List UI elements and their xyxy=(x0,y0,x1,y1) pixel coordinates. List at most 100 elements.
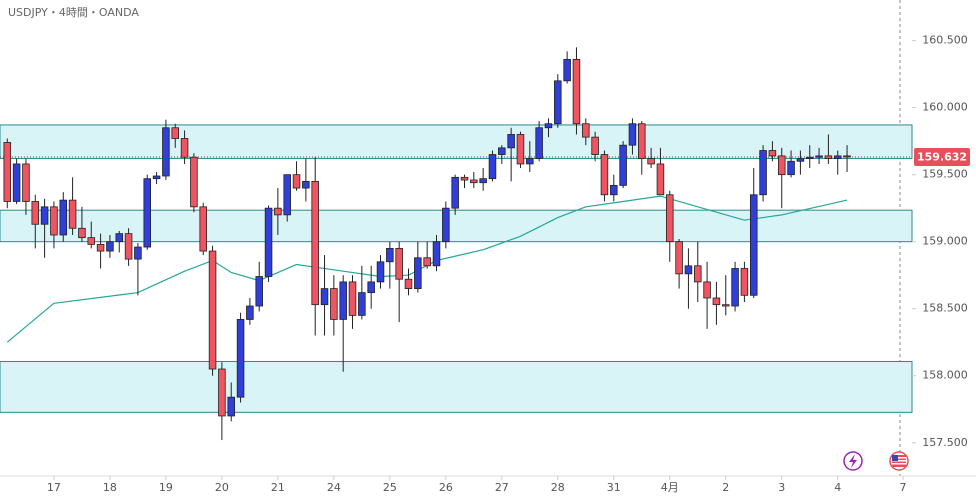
candle-body xyxy=(236,319,245,398)
x-tick-label: 26 xyxy=(439,481,453,494)
candle-body xyxy=(358,292,366,316)
candle-body xyxy=(843,155,851,158)
candle-body xyxy=(563,58,571,82)
candle-body xyxy=(199,206,207,252)
x-tick-label: 24 xyxy=(327,481,341,494)
candle-body xyxy=(208,250,217,370)
candle-body xyxy=(582,123,590,138)
candle-body xyxy=(96,243,105,252)
candle-body xyxy=(330,288,338,320)
candle-body xyxy=(470,179,478,184)
x-tick-label: 27 xyxy=(495,481,509,494)
x-tick-label: 21 xyxy=(271,481,285,494)
candle-body xyxy=(264,207,273,277)
candle-body xyxy=(404,278,413,290)
candle-body xyxy=(320,288,329,306)
candle-body xyxy=(591,136,599,155)
y-tick-label: 158.000 xyxy=(922,369,968,382)
candle-body xyxy=(777,155,786,176)
candle-body xyxy=(311,180,319,306)
y-tick-label: 157.500 xyxy=(922,436,968,449)
candle-body xyxy=(302,180,310,189)
candle-body xyxy=(535,127,543,159)
candle-body xyxy=(516,134,525,165)
candle-body xyxy=(162,127,170,177)
candle-body xyxy=(731,268,739,307)
candle-body xyxy=(246,305,254,320)
candle-body xyxy=(3,142,12,202)
candle-body xyxy=(432,241,441,267)
candle-body xyxy=(824,155,833,159)
x-tick-label: 19 xyxy=(159,481,173,494)
candle-body xyxy=(395,247,403,280)
candle-body xyxy=(805,156,814,159)
x-tick-label: 4 xyxy=(834,481,841,494)
candle-body xyxy=(460,176,469,181)
x-tick-label: 17 xyxy=(47,481,61,494)
candle-body xyxy=(68,199,77,229)
x-tick-label: 25 xyxy=(383,481,397,494)
candle-body xyxy=(787,160,795,176)
x-tick-label: 20 xyxy=(215,481,229,494)
candle-body xyxy=(442,207,450,243)
candle-body xyxy=(152,175,161,180)
candle-body xyxy=(656,163,665,196)
candle-body xyxy=(479,178,487,184)
price-tag xyxy=(914,147,970,166)
candle-body xyxy=(59,199,68,236)
candle-body xyxy=(227,396,235,417)
moving-average xyxy=(6,195,848,343)
candle-body xyxy=(78,227,86,239)
candle-body xyxy=(106,241,114,252)
candle-body xyxy=(124,233,133,260)
zone xyxy=(0,209,913,243)
us-flag-icon[interactable] xyxy=(889,451,909,471)
candle-body xyxy=(712,297,721,306)
candle-body xyxy=(134,246,142,260)
x-tick-label: 18 xyxy=(103,481,117,494)
candle-body xyxy=(190,156,198,208)
x-tick-label: 4月 xyxy=(661,481,679,494)
candle-body xyxy=(22,163,30,202)
y-tick-label: 159.500 xyxy=(922,168,968,181)
lightning-icon[interactable] xyxy=(843,451,863,471)
candle-body xyxy=(749,194,758,296)
candle-body xyxy=(40,206,49,225)
candle-body xyxy=(619,144,627,186)
candle-body xyxy=(414,257,422,290)
candle-body xyxy=(274,207,282,216)
candle-body xyxy=(339,281,347,320)
candle-body xyxy=(684,265,693,275)
candle-body xyxy=(666,194,674,243)
candle-body xyxy=(600,154,609,196)
candle-body xyxy=(675,241,683,275)
candle-body xyxy=(628,123,637,146)
candle-body xyxy=(498,147,506,155)
candle-body xyxy=(283,174,291,216)
candle-body xyxy=(143,178,152,248)
candle-body xyxy=(759,150,767,196)
price-tag-label: 159.632 xyxy=(917,150,967,163)
candle-body xyxy=(572,58,581,125)
x-tick-label: 7 xyxy=(900,481,907,494)
x-tick-label: 2 xyxy=(722,481,729,494)
y-tick-label: 160.000 xyxy=(922,101,968,114)
candle-body xyxy=(255,276,263,307)
candle-body xyxy=(526,158,534,165)
candle-body xyxy=(768,150,777,157)
candle-body xyxy=(292,174,301,189)
candle-body xyxy=(703,281,711,299)
candle-body xyxy=(115,233,124,243)
candle-body xyxy=(721,304,730,307)
candle-body xyxy=(740,268,749,296)
candle-body xyxy=(451,176,459,209)
y-tick-label: 160.500 xyxy=(922,34,968,47)
candle-body xyxy=(610,184,618,196)
candle-body xyxy=(815,155,823,158)
x-tick-label: 31 xyxy=(607,481,621,494)
plot: 157.500 158.000 158.500 159.000 159.500 160.0… xyxy=(0,34,970,494)
candle-body xyxy=(376,261,385,283)
y-tick-label: 159.000 xyxy=(922,235,968,248)
